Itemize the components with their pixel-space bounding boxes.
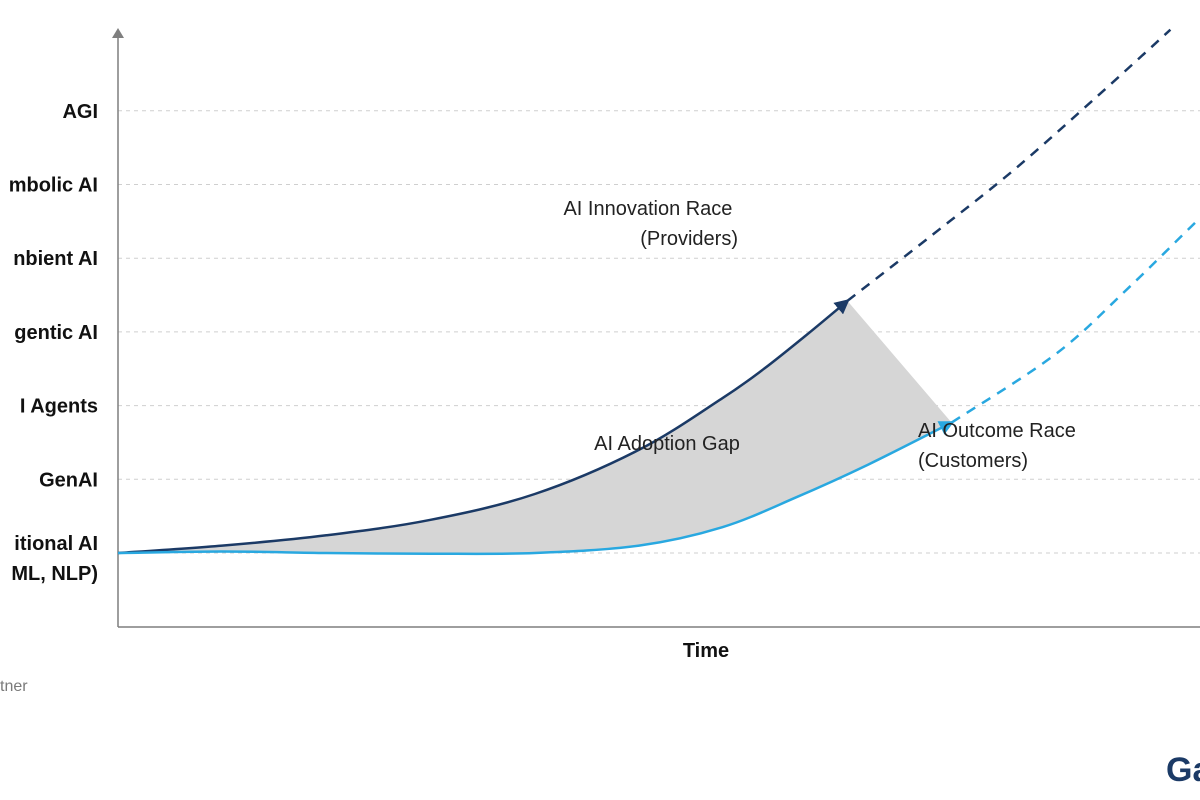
y-tick-labels: itional AI ML, NLP) GenAI I Agents gentic AI… [9, 101, 98, 585]
y-tick-label-line: I Agents [20, 396, 98, 418]
y-tick-label: GenAI [39, 469, 98, 491]
innovation-race-line [117, 298, 850, 555]
y-tick-label: AGI [62, 101, 98, 123]
innovation-race-projection-line [846, 28, 1172, 302]
adoption-gap-area [118, 300, 952, 554]
annotation-outcome-race: AI Outcome Race (Customers) [918, 420, 1081, 472]
brand-logo: Ga [1166, 751, 1200, 789]
annotation-outcome-line1: AI Outcome Race [918, 420, 1076, 442]
axes [112, 28, 1200, 628]
annotation-innovation-line2: (Providers) [640, 228, 738, 250]
y-tick-label: gentic AI [14, 322, 98, 344]
y-tick-label: I Agents [20, 396, 98, 418]
series-lines [117, 28, 1200, 556]
outcome-race-projection-line [950, 216, 1200, 424]
y-tick-label-line: ML, NLP) [11, 563, 98, 585]
y-tick-label-line: mbolic AI [9, 175, 98, 197]
outcome-race-line [117, 421, 955, 556]
source-note: tner [0, 678, 28, 695]
annotation-innovation-race: AI Innovation Race (Providers) [563, 198, 738, 250]
y-tick-label: itional AI ML, NLP) [11, 533, 98, 585]
y-tick-label-line: itional AI [14, 533, 98, 555]
annotation-adoption-gap: AI Adoption Gap [594, 433, 740, 455]
y-tick-label: nbient AI [13, 248, 98, 270]
y-tick-label-line: AGI [62, 101, 98, 123]
annotation-innovation-line1: AI Innovation Race [563, 198, 732, 220]
y-tick-label-line: gentic AI [14, 322, 98, 344]
y-tick-label-line: GenAI [39, 469, 98, 491]
y-tick-label-line: nbient AI [13, 248, 98, 270]
x-axis-label: Time [683, 640, 729, 662]
y-tick-label: mbolic AI [9, 175, 98, 197]
annotation-gap-line1: AI Adoption Gap [594, 433, 740, 455]
y-axis-arrow-icon [112, 28, 124, 38]
annotation-outcome-line2: (Customers) [918, 450, 1028, 472]
